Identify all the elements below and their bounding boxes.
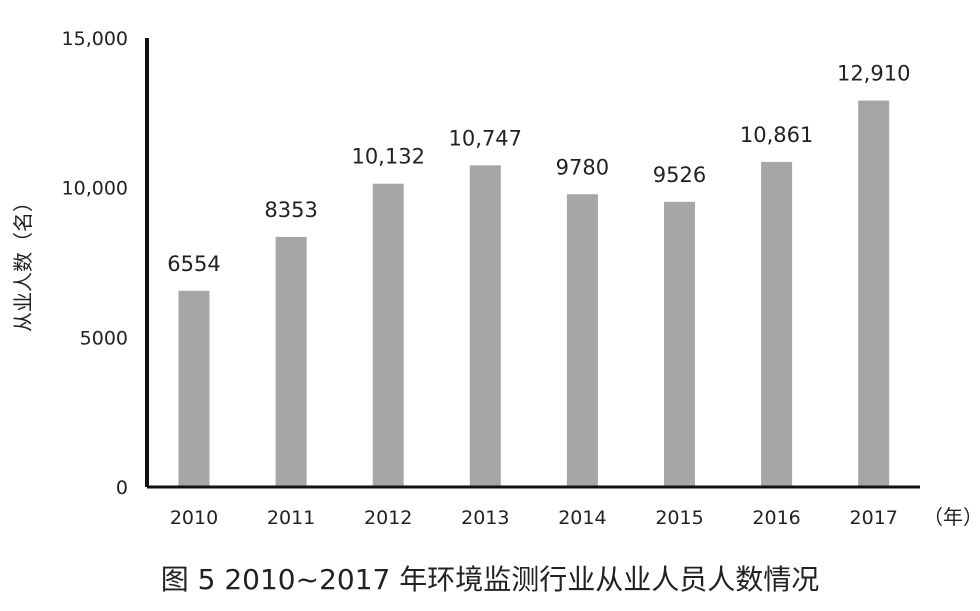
y-tick-label-15000: 15,000: [62, 28, 128, 50]
y-tick-label-0: 0: [116, 477, 128, 499]
bar-2016: [761, 161, 793, 487]
y-tick-label-10000: 10,000: [62, 178, 128, 200]
bar-2014: [566, 194, 598, 487]
x-tick-label-2010: 2010: [170, 507, 218, 529]
data-label-2012: 10,132: [351, 145, 424, 169]
data-label-2014: 9780: [556, 155, 609, 179]
x-tick-label-2016: 2016: [752, 507, 800, 529]
x-axis-unit: （年）: [923, 505, 980, 529]
bar-2011: [275, 236, 307, 487]
bar-2010: [178, 290, 210, 487]
data-label-2013: 10,747: [449, 126, 522, 150]
bar-2013: [469, 165, 501, 488]
data-label-2016: 10,861: [740, 123, 813, 147]
data-label-2011: 8353: [264, 198, 317, 222]
x-tick-label-2011: 2011: [267, 507, 315, 529]
x-tick-label-2014: 2014: [558, 507, 606, 529]
data-label-2010: 6554: [167, 252, 220, 276]
bar-2017: [858, 100, 890, 487]
x-tick-label-2017: 2017: [850, 507, 898, 529]
y-axis-title: 从业人数（名）: [11, 192, 35, 332]
figure-caption: 图 5 2010~2017 年环境监测行业从业人员人数情况: [160, 563, 820, 596]
data-label-2017: 12,910: [837, 62, 910, 86]
bar-2015: [664, 201, 695, 487]
x-tick-label-2013: 2013: [461, 507, 509, 529]
bar-2012: [372, 183, 404, 488]
x-tick-label-2012: 2012: [364, 507, 412, 529]
y-tick-label-5000: 5000: [80, 327, 128, 349]
data-label-2015: 9526: [653, 163, 706, 187]
x-tick-label-2015: 2015: [655, 507, 703, 529]
